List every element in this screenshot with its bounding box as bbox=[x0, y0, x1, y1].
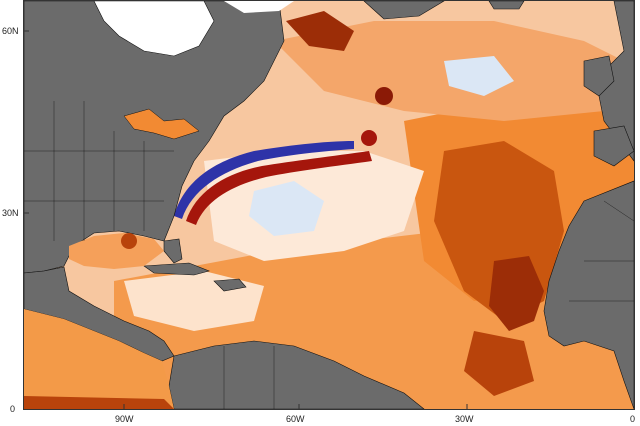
x-tick-label-0: 0 bbox=[630, 414, 636, 424]
map-canvas bbox=[24, 1, 634, 409]
y-tick-label-0: 0 bbox=[10, 404, 16, 414]
y-tick-label-60n: 60N bbox=[2, 26, 19, 36]
land-hispaniola bbox=[213, 278, 247, 292]
hot-patch-guinea bbox=[464, 331, 534, 396]
land-north-america bbox=[24, 1, 285, 274]
labrador-eddy bbox=[375, 87, 393, 105]
land-europe bbox=[598, 1, 634, 162]
frame-ticks bbox=[24, 30, 468, 409]
land-cuba bbox=[143, 262, 210, 276]
sst-anomaly-map bbox=[23, 0, 635, 410]
gulf-of-mexico bbox=[69, 233, 164, 269]
gulf-stream-warm bbox=[186, 151, 372, 225]
pacific-dark-strip bbox=[24, 396, 174, 409]
arctic-ice-strip bbox=[224, 1, 294, 13]
gulf-stream-cold bbox=[174, 141, 354, 219]
land-greenland bbox=[363, 1, 445, 20]
cool-patch-north bbox=[444, 56, 514, 96]
land-florida bbox=[163, 238, 183, 264]
land-iceland bbox=[488, 1, 525, 10]
y-tick-label-30n: 30N bbox=[2, 208, 19, 218]
great-lakes bbox=[123, 108, 200, 140]
cool-patches-central bbox=[249, 181, 324, 236]
x-tick-label-30w: 30W bbox=[455, 414, 474, 424]
gulf-stream-eddy bbox=[361, 130, 377, 146]
gulf-loop-eddy bbox=[121, 233, 137, 249]
land-africa bbox=[543, 180, 634, 409]
land-iberia bbox=[593, 125, 634, 167]
hot-patch-africa bbox=[489, 256, 544, 331]
eastern-pacific bbox=[24, 309, 174, 409]
hudson-bay-ice bbox=[93, 1, 215, 57]
political-boundaries bbox=[24, 101, 634, 409]
land-british-isles bbox=[583, 55, 615, 97]
labrador-warm-strip bbox=[286, 11, 354, 51]
x-tick-label-90w: 90W bbox=[115, 414, 134, 424]
x-tick-label-60w: 60W bbox=[286, 414, 305, 424]
